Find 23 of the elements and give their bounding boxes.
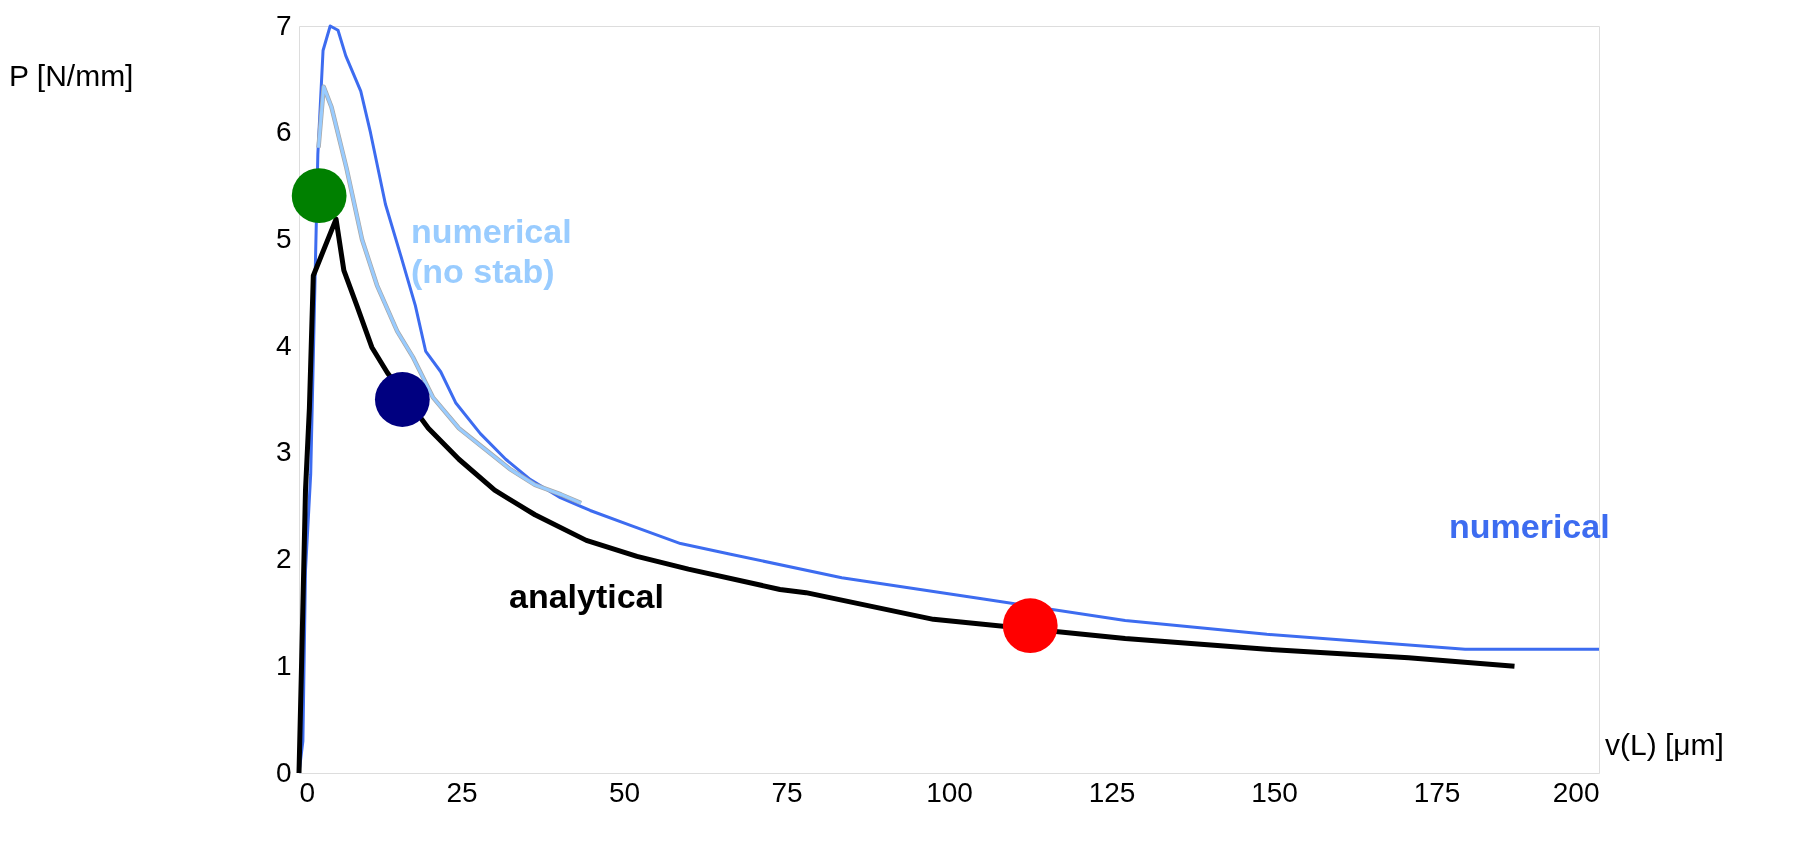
y-tick-label: 6	[275, 116, 292, 148]
y-tick-label: 4	[275, 329, 292, 361]
x-tick-label: 0	[299, 776, 316, 808]
y-tick-label: 7	[275, 9, 292, 41]
y-tick-label: 0	[275, 756, 292, 788]
y-tick-label: 2	[275, 543, 292, 575]
x-tick-label: 125	[1088, 776, 1136, 808]
x-tick-label: 100	[926, 776, 973, 808]
line-series	[316, 84, 584, 506]
x-tick-label: 75	[771, 776, 803, 808]
text: numerical	[1449, 507, 1610, 545]
x-axis-title: v(L) [μm]	[1605, 728, 1724, 761]
x-tick-label: 200	[1552, 776, 1600, 808]
y-tick-label: 3	[275, 436, 292, 468]
x-tick-label: 175	[1413, 776, 1461, 808]
x-tick-label: 150	[1251, 776, 1298, 808]
x-tick-label: 50	[608, 776, 641, 808]
series-label: numerical (no stab)	[411, 212, 572, 290]
y-axis-title: P [N/mm]	[9, 59, 134, 92]
x-tick-label: 25	[446, 776, 478, 808]
y-tick-label: 5	[275, 222, 292, 254]
series-label: analytical	[509, 577, 664, 615]
y-tick-label: 1	[275, 649, 292, 681]
